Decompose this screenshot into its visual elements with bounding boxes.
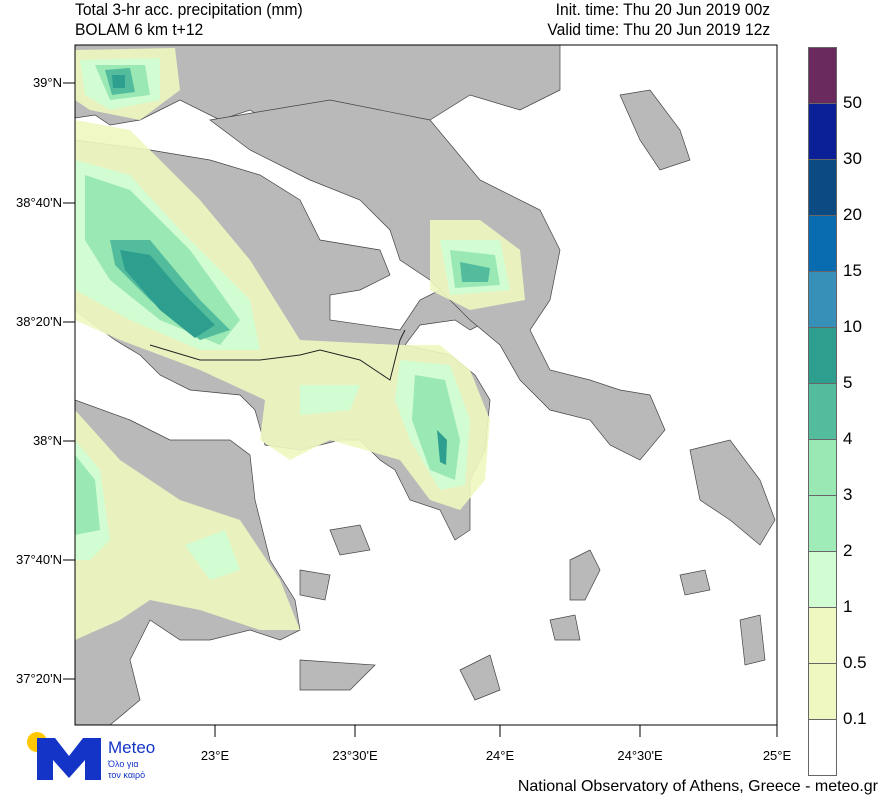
colorbar-label: 10 [843,317,862,336]
colorbar-swatch [808,215,837,272]
footer-credit: National Observatory of Athens, Greece -… [517,778,878,795]
lat-label: 38°N [32,433,62,448]
colorbar-label: 30 [843,149,862,168]
meteo-logo: Meteo Όλο για τον καιρό [25,732,165,782]
colorbar-label: 0.1 [843,709,867,728]
lat-label: 38°40'N [16,195,62,210]
colorbar-swatch [808,439,837,496]
colorbar-swatch [808,103,837,160]
colorbar-swatch [808,47,837,104]
colorbar-swatch [808,495,837,552]
model-label: BOLAM 6 km t+12 [75,20,204,39]
lon-label: 23°E [200,748,230,763]
logo-tagline: τον καιρό [108,770,146,780]
colorbar-swatch [808,159,837,216]
colorbar-label: 15 [843,261,862,280]
colorbar-label: 5 [843,373,853,392]
logo-tagline: Όλο για [108,759,139,769]
logo-m-icon [37,738,101,780]
lon-label: 25°E [762,748,792,763]
init-time: Init. time: Thu 20 Jun 2019 00z [555,0,770,19]
chart-title: Total 3-hr acc. precipitation (mm) [75,0,303,19]
colorbar-swatch [808,327,837,384]
colorbar-swatch [808,271,837,328]
precip-contours [75,48,525,640]
lat-label: 37°20'N [16,671,62,686]
colorbar-label: 1 [843,597,853,616]
colorbar-swatch [808,383,837,440]
border-line [149,329,406,381]
lat-label: 39°N [32,75,62,90]
colorbar-label: 0.5 [843,653,867,672]
lon-label: 24°30'E [617,748,663,763]
axis-ticks [63,82,778,737]
lon-label: 24°E [485,748,515,763]
colorbar-swatch [808,607,837,664]
colorbar-label: 2 [843,541,853,560]
lat-label: 37°40'N [16,552,62,567]
lat-label: 38°20'N [16,314,62,329]
colorbar-label: 50 [843,93,862,112]
colorbar-swatch [808,551,837,608]
colorbar-label: 20 [843,205,862,224]
logo-name: Meteo [108,738,156,757]
lon-label: 23°30'E [332,748,378,763]
colorbar-label: 3 [843,485,853,504]
colorbar-swatch [808,719,837,776]
valid-time: Valid time: Thu 20 Jun 2019 12z [547,20,770,39]
colorbar-label: 4 [843,429,853,448]
colorbar-swatch [808,663,837,720]
